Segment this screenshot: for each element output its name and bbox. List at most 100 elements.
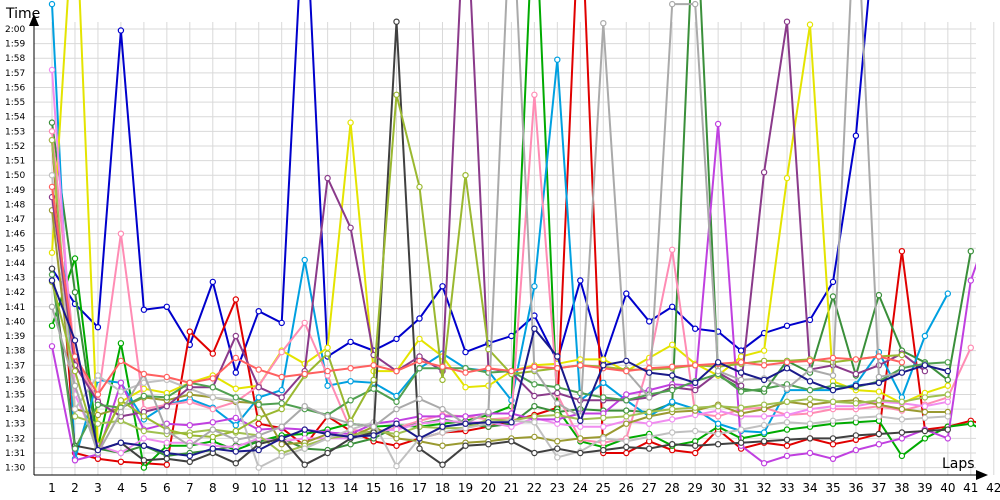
data-point: [393, 442, 400, 449]
x-tick-label: 10: [251, 481, 266, 495]
x-tick-label: 27: [642, 481, 657, 495]
x-tick-label: 8: [209, 481, 217, 495]
data-point: [508, 332, 515, 340]
data-point: [439, 363, 446, 370]
data-point: [600, 20, 607, 27]
x-tick-label: 14: [343, 481, 358, 495]
data-point: [485, 365, 492, 372]
series-line: [48, 183, 906, 398]
data-point: [760, 438, 768, 445]
x-tick-label: 25: [596, 481, 611, 495]
data-point: [324, 350, 331, 357]
data-point: [94, 372, 102, 379]
data-point: [783, 426, 791, 433]
data-point: [140, 442, 148, 449]
data-point: [117, 449, 125, 457]
y-tick-label: 1:48: [5, 200, 25, 210]
data-point: [600, 423, 607, 430]
data-point: [209, 405, 216, 413]
x-tick-label: 28: [665, 481, 680, 495]
data-point: [714, 120, 722, 128]
axes: Time Laps: [5, 6, 988, 480]
x-tick-label: 35: [825, 481, 840, 495]
data-point: [140, 370, 148, 378]
data-point: [416, 395, 423, 403]
data-point: [416, 435, 423, 442]
data-point: [577, 277, 584, 284]
data-point: [393, 367, 400, 375]
x-tick-label: 19: [458, 481, 473, 495]
data-point: [117, 230, 125, 237]
data-point: [783, 398, 791, 405]
data-point: [48, 183, 56, 191]
data-point: [370, 432, 377, 439]
series-path: [51, 210, 948, 447]
data-point: [439, 461, 446, 468]
data-point: [347, 378, 354, 385]
data-point: [232, 436, 239, 443]
data-point: [508, 419, 515, 426]
data-point: [898, 359, 906, 366]
data-point: [944, 398, 952, 405]
data-point: [692, 379, 699, 386]
data-point: [669, 398, 676, 405]
x-tick-label: 29: [688, 481, 703, 495]
data-point: [232, 414, 239, 422]
data-point: [737, 404, 745, 411]
data-point: [278, 400, 285, 407]
data-point: [416, 183, 423, 191]
data-point: [531, 283, 538, 290]
data-point: [692, 325, 699, 332]
data-point: [462, 420, 469, 427]
data-point: [48, 0, 56, 8]
data-point: [48, 171, 56, 179]
data-point: [324, 430, 331, 438]
data-point: [416, 365, 423, 372]
data-point: [783, 436, 791, 443]
data-point: [623, 420, 630, 427]
data-point: [714, 403, 722, 410]
x-axis-arrow-icon: [976, 470, 988, 480]
data-point: [554, 365, 561, 372]
data-point: [232, 296, 239, 303]
data-point: [921, 408, 929, 416]
data-point: [71, 457, 79, 464]
data-point: [416, 357, 423, 365]
data-point: [783, 385, 791, 392]
data-point: [646, 408, 653, 416]
y-tick-label: 1:42: [5, 288, 25, 298]
data-point: [278, 386, 285, 394]
data-point: [209, 278, 216, 286]
data-point: [944, 426, 952, 433]
y-tick-label: 2:00: [5, 25, 25, 35]
data-point: [347, 397, 354, 404]
x-tick-label: 17: [412, 481, 427, 495]
data-point: [186, 432, 193, 439]
data-point: [737, 439, 745, 446]
data-point: [508, 367, 515, 375]
y-tick-label: 1:58: [5, 54, 25, 64]
data-point: [531, 419, 538, 426]
data-point: [898, 398, 906, 405]
data-point: [71, 289, 79, 296]
data-point: [232, 448, 239, 455]
data-point: [921, 362, 929, 369]
data-point: [462, 442, 469, 449]
data-point: [692, 386, 699, 394]
data-point: [255, 420, 262, 427]
data-point: [94, 391, 102, 398]
data-point: [669, 416, 676, 423]
y-tick-label: 1:40: [5, 317, 25, 327]
data-point: [462, 369, 469, 376]
data-point: [829, 441, 837, 448]
data-point: [278, 441, 285, 448]
x-tick-label: 42: [986, 481, 1000, 495]
data-point: [163, 403, 170, 410]
data-point: [577, 362, 584, 369]
x-axis-title: Laps: [942, 456, 975, 472]
data-point: [921, 403, 929, 410]
data-point: [829, 417, 837, 424]
data-point: [875, 373, 883, 381]
y-tick-label: 1:51: [5, 157, 25, 167]
data-point: [829, 398, 837, 405]
